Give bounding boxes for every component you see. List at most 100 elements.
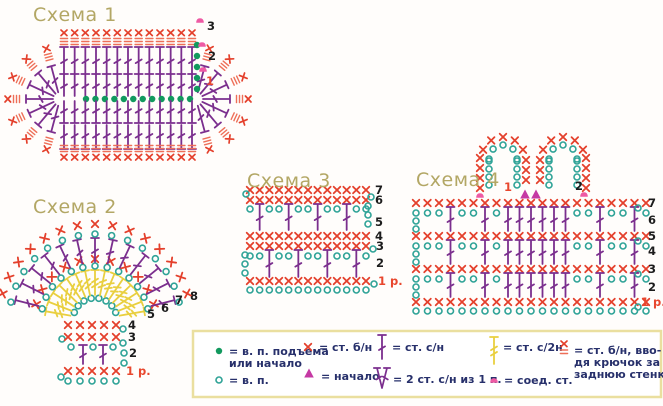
schema-2-group: 43 2 1 р. 5 67 8 xyxy=(0,219,198,385)
legend-label: = в. п. xyxy=(229,374,269,387)
schema-3-sc-row-7 xyxy=(245,185,371,195)
schema-2-fan-outer-sc-arc xyxy=(0,219,193,299)
schema-1-right-end-dc-fan xyxy=(196,64,231,134)
schema-2-base-chain-extra xyxy=(57,325,128,381)
schema-2-base-chain-row xyxy=(64,377,120,385)
schema-4-left-turning-chains xyxy=(412,217,420,299)
tri-icon xyxy=(304,368,314,378)
schema-4-handle-1-sc-arc xyxy=(478,132,528,154)
schema-2-row-label: 8 xyxy=(190,289,198,303)
schema-3-dc-row-5 xyxy=(246,203,370,231)
schema-4-slip-stitch-marks xyxy=(476,192,588,198)
legend-label: = 2 ст. с/н из 1 п. xyxy=(393,373,502,386)
schema-1-dc-round-1-bottom xyxy=(59,100,197,124)
legend-label: = ст. с/2н xyxy=(503,341,563,354)
schema-3-dc-row-2 xyxy=(246,249,370,278)
schema-4-dc-row-4 xyxy=(412,239,650,265)
schema-2-row-label: 6 xyxy=(161,301,169,315)
legend-label: = ст. б/н, вво- xyxy=(574,344,661,357)
schema-4-row-label: 3 xyxy=(648,262,656,276)
schema-1-group: 3 2 1 xyxy=(4,18,252,161)
schema-4-start-triangles xyxy=(520,189,541,199)
schema-4-row-label: 2 xyxy=(648,280,656,294)
schema-2-fan-dc-rays xyxy=(13,237,177,308)
schema-3-row-label: 6 xyxy=(375,193,383,207)
legend-item-dc2: = 2 ст. с/н из 1 п. xyxy=(372,367,502,389)
schema-4-sc-row-3 xyxy=(411,264,651,274)
schema-1-left-end-sc-tips xyxy=(4,44,54,154)
legend-item-cho: = в. п. xyxy=(215,374,269,387)
legend-item-tri: = начало xyxy=(304,368,380,383)
schema-4-sc-row-1 xyxy=(411,297,651,307)
schema-2-base-sc-row-4 xyxy=(63,320,121,330)
schema-3-sc-row-4 xyxy=(245,231,371,241)
legend-item-tr2y: = ст. с/2н xyxy=(489,336,563,365)
schema-4-right-turning-chains xyxy=(634,204,642,311)
schema-3-sc-row-6 xyxy=(245,195,371,205)
schema-2-row-label: 2 xyxy=(129,346,137,360)
schema-2-title: Схема 2 xyxy=(33,196,117,218)
schema-3-foundation-chain-row xyxy=(246,286,370,294)
schema-4-handle-2-chain-arc xyxy=(545,141,581,163)
schema-4-dc-row-2 xyxy=(412,272,650,298)
schema-3-sc-row-3 xyxy=(245,241,371,251)
schema-3-sc-row-1 xyxy=(245,276,371,286)
legend-label: = ст. с/н xyxy=(392,341,444,354)
schema-1-left-end-dc-fan xyxy=(25,64,60,134)
schema-4-foundation-chain-row xyxy=(412,307,650,315)
legend-label: дя крючок за xyxy=(574,356,660,369)
x-icon xyxy=(303,342,313,352)
treble-2yo-stitch-icon xyxy=(489,336,499,365)
legend-label: = ст. б/н xyxy=(319,341,372,354)
schema-3-turning-chains xyxy=(241,190,378,288)
cho-icon xyxy=(215,376,223,384)
schema-1-right-end-sc-tips xyxy=(202,44,252,154)
schema-4-row-label: 4 xyxy=(648,244,656,258)
schema-4-sc-row-7 xyxy=(411,198,651,208)
chf-icon xyxy=(215,347,223,355)
schema-3-row-label: 2 xyxy=(376,256,384,270)
schema-4-row-label: 7 xyxy=(648,196,656,210)
schema-3-group: 76 543 2 1 р. xyxy=(241,183,403,294)
schema-4-handle-2-sc-sides xyxy=(535,153,591,193)
legend-item-x: = ст. б/н xyxy=(303,341,372,354)
schema-2-base-row-2-chains xyxy=(67,343,117,351)
schema-3-row-label: 1 р. xyxy=(378,274,403,288)
schema-4-handle-2-sc-arc xyxy=(538,132,588,154)
schema-2-row-label: 7 xyxy=(175,293,183,307)
schema-2-fan-mid-chain-arc xyxy=(38,262,152,313)
schema-4-dc-row-6 xyxy=(412,206,650,232)
schema-2-fan-treble-rays xyxy=(44,269,146,319)
sl-icon xyxy=(490,378,498,383)
two-dc-in-one-icon xyxy=(372,367,392,389)
legend-label: = соед. ст. xyxy=(504,374,573,387)
schema-2-row-label: 1 р. xyxy=(126,364,151,378)
schema-3-row-label: 5 xyxy=(375,215,383,229)
schema-3-row-label: 3 xyxy=(376,239,384,253)
schema-4-row-label: 6 xyxy=(648,213,656,227)
schema-1-slip-stitch-marks xyxy=(196,18,207,72)
schema-3-title: Схема 3 xyxy=(247,170,331,192)
legend-box xyxy=(191,329,663,399)
schema-4-handle-1-sc-sides xyxy=(475,153,531,193)
legend-item-dc: = ст. с/н xyxy=(377,334,444,360)
schema-1-row-label: 2 xyxy=(208,49,216,63)
schema-4-row-label: 5 xyxy=(648,229,656,243)
schema-1-row-label: 3 xyxy=(207,19,215,33)
schema-3-row-label: 4 xyxy=(375,229,383,243)
legend-label: заднюю стенку xyxy=(574,368,663,381)
legend-label: = в. п. подъема xyxy=(229,345,329,358)
schema-3-row-label: 7 xyxy=(375,183,383,197)
schema-2-row-label: 4 xyxy=(128,318,136,332)
schema-2-base-sc-row-1 xyxy=(63,366,121,376)
schema-1-dc-round-2-top xyxy=(59,46,197,74)
dc-stitch-icon xyxy=(377,334,387,360)
xb2-icon xyxy=(559,340,569,355)
